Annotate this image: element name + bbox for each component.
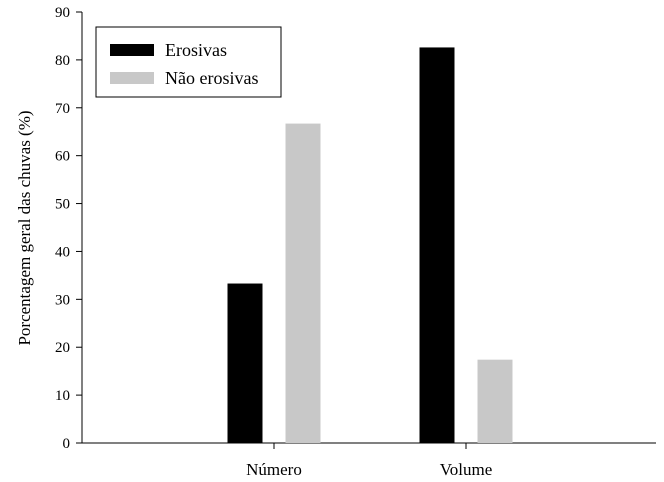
y-tick-label: 20 [55, 340, 70, 356]
y-tick-label: 40 [55, 244, 70, 260]
x-category-label: Número [246, 460, 302, 479]
y-tick-label: 50 [55, 197, 70, 213]
x-axis-ticks: Número Volume [246, 443, 492, 479]
y-tick-label: 70 [55, 101, 70, 117]
y-tick-label: 60 [55, 149, 70, 165]
legend-swatch-nao-erosivas [110, 72, 154, 84]
y-tick-label: 30 [55, 292, 70, 308]
bars [227, 47, 513, 444]
bar-nao-erosivas-0 [285, 123, 321, 443]
bar-erosivas-1 [419, 47, 455, 444]
legend: Erosivas Não erosivas [95, 26, 282, 98]
y-tick-label: 80 [55, 53, 70, 69]
y-tick-label: 10 [55, 388, 70, 404]
y-tick-label: 90 [55, 5, 70, 21]
x-category-label: Volume [440, 460, 493, 479]
y-axis-ticks: 0 10 20 30 40 50 60 70 80 90 [55, 5, 82, 452]
legend-label-erosivas: Erosivas [165, 40, 227, 60]
bar-erosivas-0 [227, 283, 263, 443]
y-axis-label: Porcentagem geral das chuvas (%) [15, 110, 34, 345]
bar-nao-erosivas-1 [477, 359, 513, 443]
legend-swatch-erosivas [110, 44, 154, 56]
legend-box [95, 26, 282, 98]
y-tick-label: 0 [63, 436, 71, 452]
legend-label-nao-erosivas: Não erosivas [165, 68, 258, 88]
